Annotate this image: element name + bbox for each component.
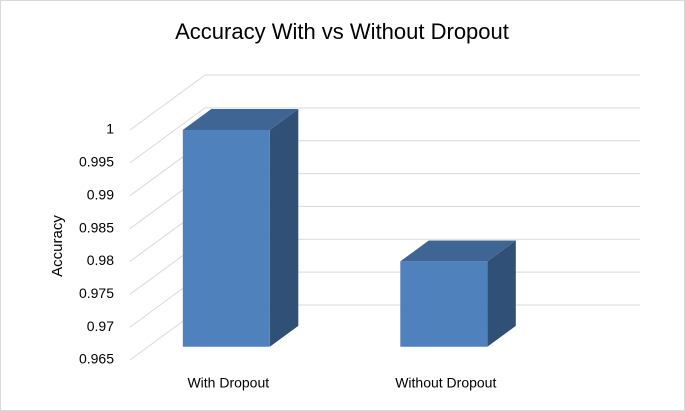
y-tick-label: 0.965 xyxy=(79,351,114,367)
bar xyxy=(400,240,516,347)
x-tick-label: Without Dropout xyxy=(395,375,496,391)
y-tick-label: 0.975 xyxy=(79,285,114,301)
y-axis-label: Accuracy xyxy=(49,215,66,277)
bar-top xyxy=(182,109,299,130)
y-tick-label: 0.985 xyxy=(79,219,114,235)
grid-line xyxy=(129,107,206,164)
chart-title: Accuracy With vs Without Dropout xyxy=(175,19,509,44)
bar-front xyxy=(182,129,270,347)
x-tick-label: With Dropout xyxy=(187,375,269,391)
y-tick-label: 0.99 xyxy=(87,186,114,202)
bar-side xyxy=(487,240,516,347)
y-tick-label: 0.995 xyxy=(79,154,114,170)
y-tick-label: 0.98 xyxy=(87,252,114,268)
y-tick-label: 1 xyxy=(106,121,114,137)
bar-front xyxy=(400,261,488,347)
bar xyxy=(182,109,299,347)
y-tick-label: 0.97 xyxy=(87,318,114,334)
grid-line xyxy=(129,74,206,131)
bar-side xyxy=(269,109,299,347)
bar-top xyxy=(400,240,516,262)
